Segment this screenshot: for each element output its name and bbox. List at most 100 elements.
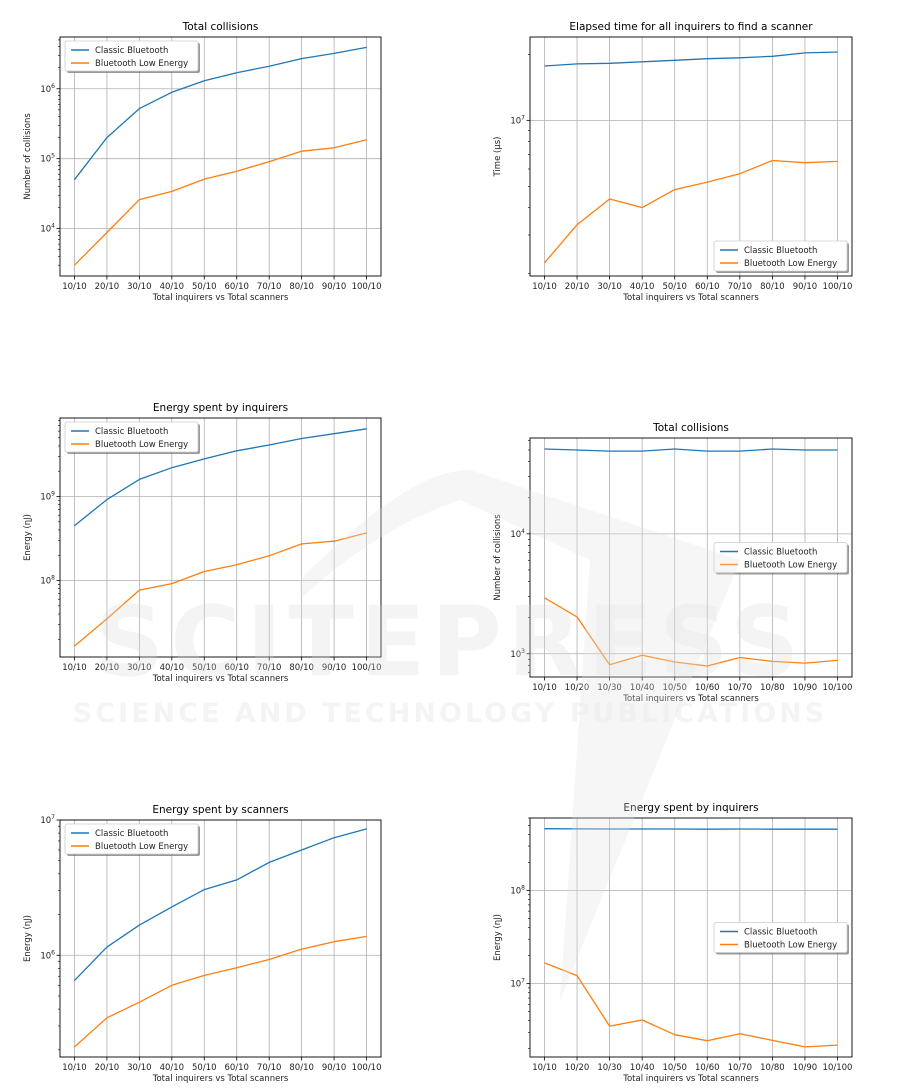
x-tick-label: 10/10 [62, 663, 87, 673]
legend-box [713, 240, 848, 272]
x-tick-label: 80/10 [760, 282, 785, 292]
legend-label: Bluetooth Low Energy [95, 440, 188, 450]
chart-title: Energy spent by inquirers [153, 402, 288, 414]
chart-title: Elapsed time for all inquirers to find a… [569, 21, 813, 33]
series-line-bluetooth-low-energy [544, 962, 838, 1048]
y-tick-label: 109 [40, 491, 55, 503]
chart-title: Total collisions [652, 422, 729, 434]
y-axis-label: Energy (ηJ) [493, 914, 503, 961]
axes-frame [529, 36, 853, 277]
series-line-bluetooth-low-energy [73, 139, 367, 266]
x-tick-label: 30/10 [127, 282, 152, 292]
x-tick-label: 10/30 [597, 1063, 622, 1073]
y-tick-label: 104 [40, 223, 55, 235]
x-tick-label: 10/20 [565, 1063, 590, 1073]
chart-title: Total collisions [182, 21, 259, 33]
x-axis-label: Total inquirers vs Total scanners [622, 1074, 759, 1084]
x-tick-label: 10/10 [62, 282, 87, 292]
legend-box [64, 421, 199, 453]
x-tick-label: 40/10 [160, 1063, 185, 1073]
y-axis-label: Energy (ηJ) [23, 915, 33, 962]
legend-label: Bluetooth Low Energy [744, 561, 837, 571]
y-axis-label: Time (µs) [493, 137, 503, 178]
chart-title: Energy spent by inquirers [623, 802, 758, 814]
legend-label: Bluetooth Low Energy [744, 941, 837, 951]
y-tick-label: 104 [510, 528, 525, 540]
x-tick-label: 80/10 [289, 282, 314, 292]
series-line-classic-bluetooth [544, 448, 838, 452]
x-tick-label: 10/60 [695, 683, 720, 693]
series-line-classic-bluetooth [73, 828, 367, 982]
series-line-bluetooth-low-energy [544, 159, 838, 264]
x-tick-label: 90/10 [322, 1063, 347, 1073]
x-tick-label: 10/90 [793, 683, 818, 693]
series-line-classic-bluetooth [73, 428, 367, 527]
legend-label: Bluetooth Low Energy [95, 59, 188, 69]
x-tick-label: 10/10 [532, 282, 557, 292]
plot-area [530, 37, 852, 276]
x-tick-label: 10/10 [532, 1063, 557, 1073]
axes-frame [59, 417, 382, 658]
x-tick-label: 30/10 [597, 282, 622, 292]
x-tick-label: 10/100 [823, 1063, 853, 1073]
x-tick-label: 10/40 [630, 683, 655, 693]
x-tick-label: 90/10 [322, 663, 347, 673]
x-tick-label: 20/10 [95, 1063, 120, 1073]
x-tick-label: 10/100 [823, 683, 853, 693]
chart-title: Energy spent by scanners [152, 804, 288, 816]
legend: Classic Bluetooth Bluetooth Low Energy [64, 823, 200, 856]
series-line-bluetooth-low-energy [73, 532, 367, 647]
y-tick-label: 105 [40, 153, 55, 165]
legend-box [64, 40, 199, 72]
x-tick-label: 50/10 [662, 282, 687, 292]
axes-frame [59, 36, 382, 277]
legend-label: Bluetooth Low Energy [95, 842, 188, 852]
x-tick-label: 30/10 [127, 663, 152, 673]
x-tick-label: 10/30 [597, 683, 622, 693]
x-tick-label: 10/70 [728, 683, 753, 693]
y-tick-label: 107 [510, 978, 525, 990]
chart-2: 10/10 20/10 30/10 40/10 50/10 60/10 70/10 80/10… [493, 21, 852, 303]
chart-1: 10/10 20/10 30/10 40/10 50/10 60/10 70/10 80/10… [23, 21, 382, 303]
x-tick-label: 10/90 [793, 1063, 818, 1073]
legend-box [713, 922, 848, 953]
x-tick-label: 20/10 [95, 663, 120, 673]
x-tick-label: 50/10 [192, 663, 217, 673]
legend: Classic Bluetooth Bluetooth Low Energy [713, 240, 849, 273]
x-tick-label: 40/10 [630, 282, 655, 292]
y-tick-label: 106 [40, 949, 55, 961]
x-tick-label: 30/10 [127, 1063, 152, 1073]
legend-box [64, 823, 199, 855]
x-tick-label: 40/10 [160, 663, 185, 673]
legend-box [713, 542, 848, 573]
x-tick-label: 10/20 [565, 683, 590, 693]
chart-6: 10/10 10/20 10/30 10/40 10/50 10/60 10/70 10/80… [493, 802, 852, 1084]
y-tick-label: 103 [510, 648, 525, 660]
x-tick-label: 50/10 [192, 282, 217, 292]
x-tick-label: 80/10 [289, 1063, 314, 1073]
x-tick-label: 60/10 [224, 663, 249, 673]
y-axis-label: Energy (ηJ) [23, 514, 33, 561]
x-tick-label: 40/10 [160, 282, 185, 292]
x-tick-label: 70/10 [257, 1063, 282, 1073]
y-tick-label: 108 [510, 884, 525, 896]
x-axis-label: Total inquirers vs Total scanners [152, 1074, 289, 1084]
y-tick-label: 106 [40, 83, 55, 95]
series-line-classic-bluetooth [544, 51, 838, 67]
x-tick-label: 100/10 [352, 1063, 382, 1073]
legend-label: Classic Bluetooth [95, 46, 168, 56]
x-tick-label: 100/10 [823, 282, 853, 292]
y-tick-label: 107 [40, 814, 55, 826]
axes-frame [59, 819, 382, 1058]
x-tick-label: 10/50 [662, 683, 687, 693]
legend-label: Bluetooth Low Energy [744, 259, 837, 269]
watermark-tagline: SCIENCE AND TECHNOLOGY PUBLICATIONS [73, 698, 827, 729]
x-tick-label: 60/10 [695, 282, 720, 292]
x-tick-label: 10/40 [630, 1063, 655, 1073]
x-tick-label: 10/80 [760, 1063, 785, 1073]
legend-label: Classic Bluetooth [95, 829, 168, 839]
x-tick-label: 100/10 [352, 282, 382, 292]
x-axis-label: Total inquirers vs Total scanners [152, 293, 289, 303]
legend-label: Classic Bluetooth [95, 427, 168, 437]
